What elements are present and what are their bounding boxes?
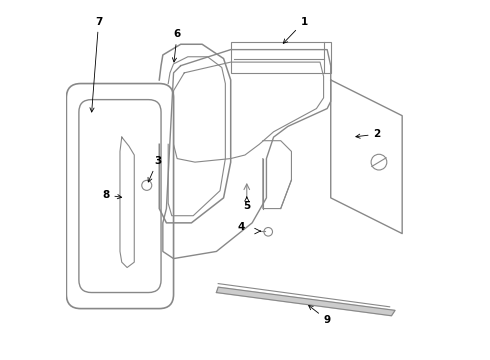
Text: 9: 9 [309, 306, 331, 325]
Text: 2: 2 [356, 129, 381, 139]
Text: 1: 1 [283, 17, 308, 43]
FancyBboxPatch shape [79, 100, 161, 293]
Text: 4: 4 [238, 222, 245, 232]
Polygon shape [217, 287, 395, 316]
Text: 7: 7 [90, 17, 102, 112]
Text: 8: 8 [102, 190, 122, 200]
Text: 3: 3 [148, 156, 161, 182]
Bar [231, 42, 331, 73]
Text: 5: 5 [243, 197, 250, 211]
Text: 6: 6 [172, 29, 181, 62]
